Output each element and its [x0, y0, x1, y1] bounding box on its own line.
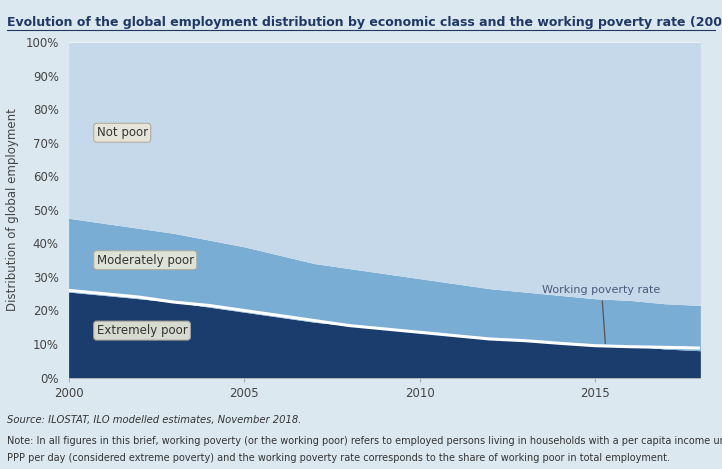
Text: Source: ILOSTAT, ILO modelled estimates, November 2018.: Source: ILOSTAT, ILO modelled estimates,… — [7, 415, 302, 425]
Text: Extremely poor: Extremely poor — [97, 324, 188, 337]
Text: Moderately poor: Moderately poor — [97, 254, 193, 267]
Y-axis label: Distribution of global employment: Distribution of global employment — [6, 108, 19, 311]
Text: Working poverty rate: Working poverty rate — [542, 285, 661, 344]
Text: Evolution of the global employment distribution by economic class and the workin: Evolution of the global employment distr… — [7, 16, 722, 30]
Text: Not poor: Not poor — [97, 126, 148, 139]
Text: Note: In all figures in this brief, working poverty (or the working poor) refers: Note: In all figures in this brief, work… — [7, 436, 722, 446]
Text: PPP per day (considered extreme poverty) and the working poverty rate correspond: PPP per day (considered extreme poverty)… — [7, 453, 670, 462]
